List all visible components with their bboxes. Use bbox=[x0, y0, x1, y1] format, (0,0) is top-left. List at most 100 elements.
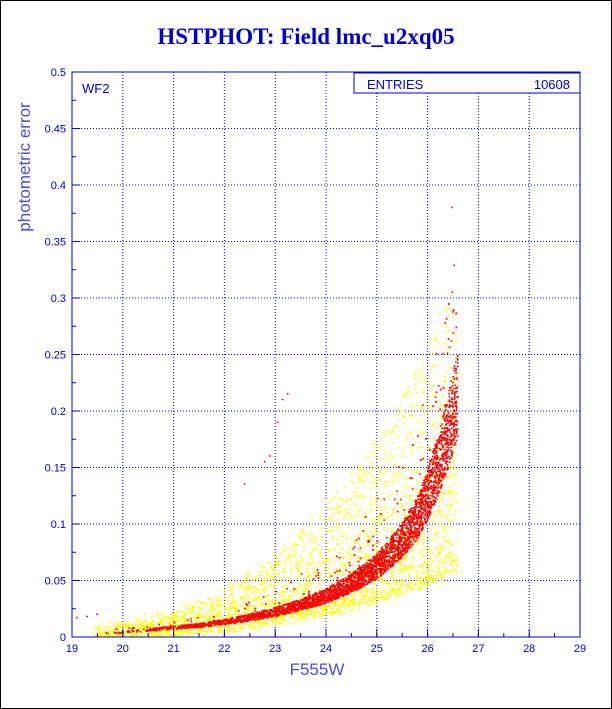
data-point-series-0 bbox=[198, 629, 200, 632]
data-point-series-0 bbox=[365, 456, 368, 458]
data-point-series-0 bbox=[364, 592, 366, 594]
data-point-series-0 bbox=[389, 494, 392, 497]
data-point-series-0 bbox=[225, 613, 227, 615]
data-point-series-0 bbox=[229, 610, 232, 613]
data-point-series-0 bbox=[123, 625, 126, 628]
data-point-series-0 bbox=[294, 553, 296, 556]
data-point-series-0 bbox=[338, 506, 341, 508]
data-point-series-0 bbox=[445, 330, 447, 333]
data-point-series-0 bbox=[199, 620, 201, 623]
data-point-series-0 bbox=[328, 575, 331, 578]
data-point-series-0 bbox=[256, 598, 258, 600]
data-point-series-0 bbox=[447, 505, 450, 508]
data-point-series-0 bbox=[242, 628, 244, 630]
data-point-series-0 bbox=[453, 318, 455, 320]
data-point-series-0 bbox=[244, 573, 246, 575]
data-point-series-0 bbox=[438, 551, 440, 554]
data-point-series-0 bbox=[447, 572, 450, 575]
data-point-series-0 bbox=[133, 627, 136, 629]
data-point-series-0 bbox=[263, 578, 266, 580]
data-point-series-0 bbox=[184, 607, 186, 609]
data-point-series-0 bbox=[180, 626, 183, 629]
data-point-series-0 bbox=[340, 549, 342, 551]
data-point-series-0 bbox=[192, 616, 195, 619]
data-point-series-0 bbox=[445, 561, 447, 564]
data-point-series-0 bbox=[160, 618, 163, 621]
data-point-series-0 bbox=[341, 510, 343, 513]
data-point-series-0 bbox=[443, 529, 446, 532]
data-point-series-0 bbox=[397, 568, 399, 571]
data-point-series-0 bbox=[240, 624, 243, 626]
data-point-series-0 bbox=[145, 627, 147, 629]
data-point-series-0 bbox=[266, 607, 269, 610]
data-point-series-0 bbox=[216, 614, 219, 616]
data-point-series-0 bbox=[368, 604, 370, 606]
data-point-series-0 bbox=[169, 620, 171, 623]
data-point-series-0 bbox=[456, 571, 458, 574]
data-point-series-0 bbox=[392, 509, 394, 512]
data-point-series-0 bbox=[349, 472, 352, 474]
data-point-series-0 bbox=[344, 600, 346, 602]
data-point-series-0 bbox=[402, 592, 404, 594]
data-point-series-0 bbox=[320, 612, 322, 615]
data-point-series-0 bbox=[409, 576, 411, 579]
data-point-series-0 bbox=[409, 500, 411, 503]
data-point-series-0 bbox=[442, 528, 445, 531]
data-point-series-0 bbox=[361, 588, 364, 591]
data-point-series-0 bbox=[314, 614, 317, 617]
data-point-series-0 bbox=[448, 552, 450, 555]
data-point-series-0 bbox=[439, 482, 441, 485]
data-point-series-0 bbox=[325, 568, 328, 570]
data-point-series-0 bbox=[378, 573, 380, 575]
data-point-series-0 bbox=[345, 599, 347, 601]
data-point-series-0 bbox=[405, 514, 407, 516]
data-point-series-0 bbox=[242, 607, 245, 609]
data-point-series-0 bbox=[379, 469, 382, 472]
data-point-series-0 bbox=[207, 620, 210, 623]
data-point-series-0 bbox=[422, 521, 425, 524]
data-point-series-0 bbox=[301, 587, 304, 589]
data-point-series-0 bbox=[315, 606, 317, 609]
data-point-series-0 bbox=[409, 452, 412, 455]
data-point-series-0 bbox=[386, 581, 389, 583]
data-point-series-0 bbox=[376, 446, 379, 449]
data-point-series-0 bbox=[380, 598, 383, 601]
data-point-series-0 bbox=[441, 560, 444, 563]
data-point-series-0 bbox=[310, 523, 313, 525]
data-point-series-0 bbox=[280, 622, 283, 625]
data-point-series-0 bbox=[358, 465, 361, 467]
data-point-series-0 bbox=[234, 629, 237, 632]
data-point-series-0 bbox=[349, 516, 352, 519]
data-point-series-0 bbox=[274, 620, 277, 622]
data-point-series-0 bbox=[246, 605, 248, 608]
data-point-series-0 bbox=[394, 581, 397, 584]
data-point-series-0 bbox=[175, 631, 178, 634]
data-point-series-0 bbox=[407, 485, 409, 487]
data-point-series-0 bbox=[436, 536, 439, 538]
data-point-series-0 bbox=[234, 624, 237, 627]
data-point-series-0 bbox=[184, 612, 187, 614]
data-point-series-0 bbox=[171, 616, 174, 619]
data-point-series-0 bbox=[282, 595, 285, 598]
data-point-series-0 bbox=[376, 551, 379, 553]
data-point-series-0 bbox=[395, 492, 398, 495]
data-point-series-0 bbox=[345, 501, 347, 503]
data-point-series-0 bbox=[320, 536, 323, 538]
data-point-series-0 bbox=[277, 602, 279, 605]
data-point-series-0 bbox=[294, 586, 297, 589]
data-point-series-0 bbox=[400, 568, 403, 570]
data-point-series-0 bbox=[242, 580, 244, 583]
data-point-series-0 bbox=[239, 584, 242, 587]
data-point-series-0 bbox=[419, 579, 422, 582]
data-point-series-0 bbox=[306, 576, 309, 578]
data-point-series-0 bbox=[407, 468, 410, 470]
data-point-series-0 bbox=[422, 563, 425, 566]
data-point-series-0 bbox=[362, 599, 365, 602]
data-point-series-0 bbox=[405, 441, 408, 444]
data-point-series-0 bbox=[422, 535, 425, 538]
data-point-series-0 bbox=[337, 568, 340, 570]
data-point-series-0 bbox=[422, 373, 424, 376]
data-point-series-0 bbox=[356, 542, 358, 544]
data-point-series-0 bbox=[447, 571, 449, 573]
data-point-series-0 bbox=[219, 629, 221, 631]
